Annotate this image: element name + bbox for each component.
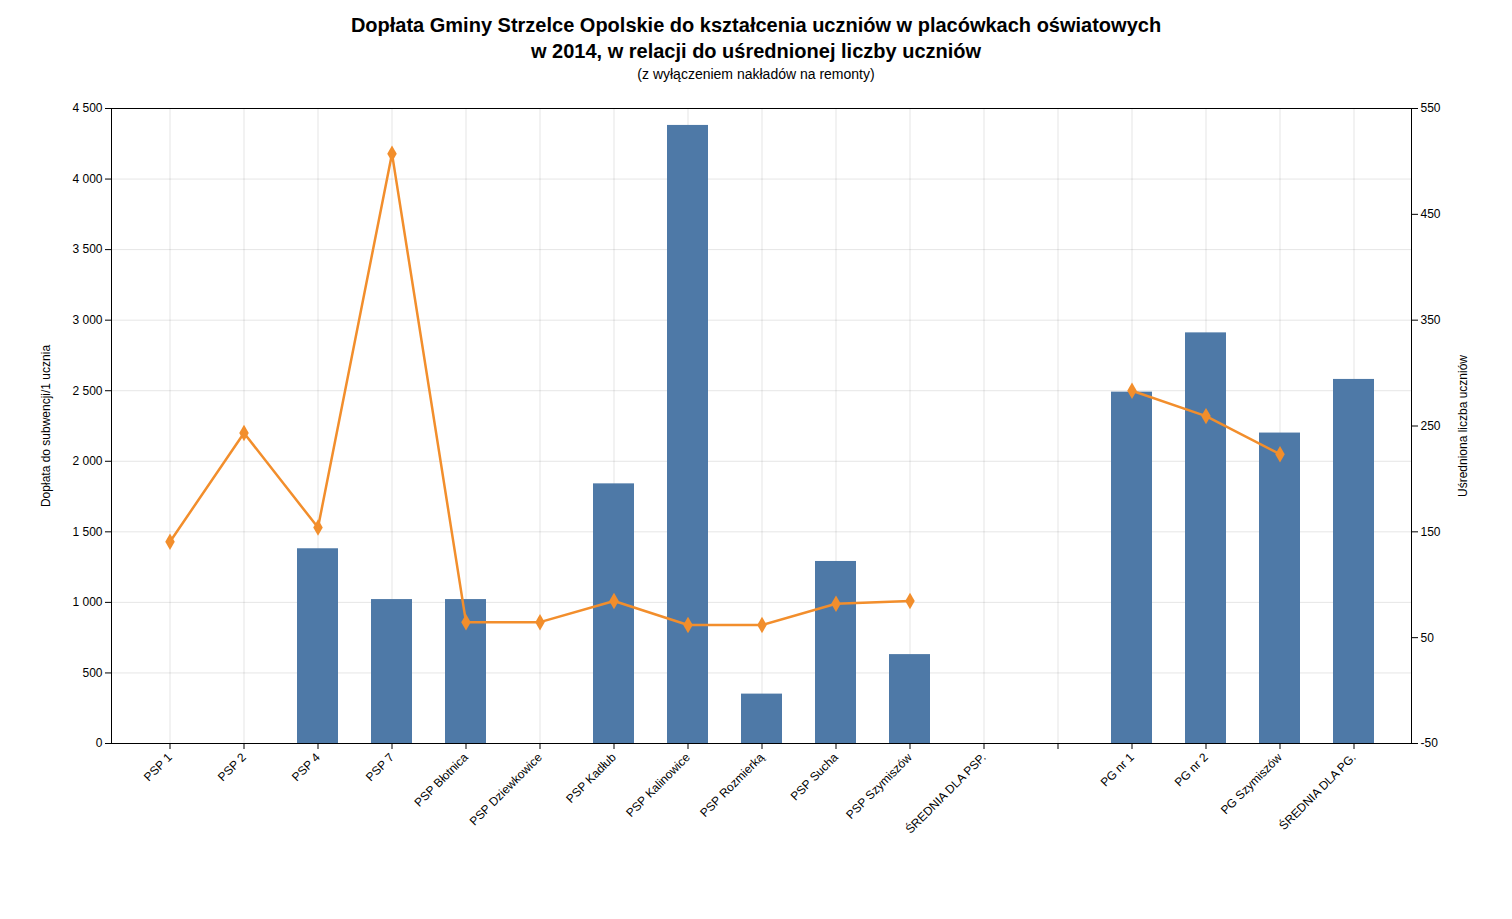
svg-text:350: 350: [1421, 313, 1441, 327]
svg-text:1 000: 1 000: [72, 595, 102, 609]
svg-text:1 500: 1 500: [72, 525, 102, 539]
svg-text:4 000: 4 000: [72, 172, 102, 186]
svg-text:2 000: 2 000: [72, 454, 102, 468]
svg-text:PG nr 2: PG nr 2: [1172, 750, 1211, 789]
svg-text:-50: -50: [1421, 736, 1439, 750]
svg-text:500: 500: [82, 666, 102, 680]
html-text:Dopłata Gminy Strzelce Opolski: Dopłata Gminy Strzelce Opolskie do kszta…: [350, 14, 1162, 62]
svg-text:3 000: 3 000: [72, 313, 102, 327]
svg-text:150: 150: [1421, 525, 1441, 539]
html-text:(z wyłączeniem nakładów na rem: (z wyłączeniem nakładów na remonty): [637, 66, 875, 82]
svg-text:PSP 2: PSP 2: [215, 750, 249, 784]
svg-text:PG Szymiszów: PG Szymiszów: [1218, 750, 1285, 817]
svg-text:PSP 7: PSP 7: [363, 750, 397, 784]
svg-text:50: 50: [1421, 631, 1435, 645]
svg-text:PSP Rozmierką: PSP Rozmierką: [697, 750, 767, 820]
svg-text:PSP Sucha: PSP Sucha: [788, 750, 841, 803]
svg-text:PSP Szymiszów: PSP Szymiszów: [843, 750, 915, 822]
svg-text:Dopłata do subwencji/1 ucznia: Dopłata do subwencji/1 ucznia: [39, 345, 53, 507]
svg-text:PSP Dziewkowice: PSP Dziewkowice: [467, 750, 545, 828]
svg-text:PG nr 1: PG nr 1: [1098, 750, 1137, 789]
svg-text:450: 450: [1421, 207, 1441, 221]
svg-text:PSP Kadłub: PSP Kadłub: [563, 750, 619, 806]
svg-text:PSP 1: PSP 1: [141, 750, 175, 784]
svg-text:2 500: 2 500: [72, 384, 102, 398]
svg-text:3 500: 3 500: [72, 242, 102, 256]
svg-text:PSP Błotnica: PSP Błotnica: [412, 750, 472, 810]
svg-text:4 500: 4 500: [72, 101, 102, 115]
svg-text:250: 250: [1421, 419, 1441, 433]
svg-text:ŚREDNIA DLA PG.: ŚREDNIA DLA PG.: [1276, 750, 1359, 833]
svg-text:PSP Kalinowice: PSP Kalinowice: [623, 750, 693, 820]
svg-text:0: 0: [96, 736, 103, 750]
svg-text:550: 550: [1421, 101, 1441, 115]
svg-text:PSP 4: PSP 4: [289, 750, 323, 784]
svg-text:Uśredniona liczba uczniów: Uśredniona liczba uczniów: [1456, 355, 1470, 497]
svg-text:ŚREDNIA DLA PSP.: ŚREDNIA DLA PSP.: [902, 750, 989, 837]
